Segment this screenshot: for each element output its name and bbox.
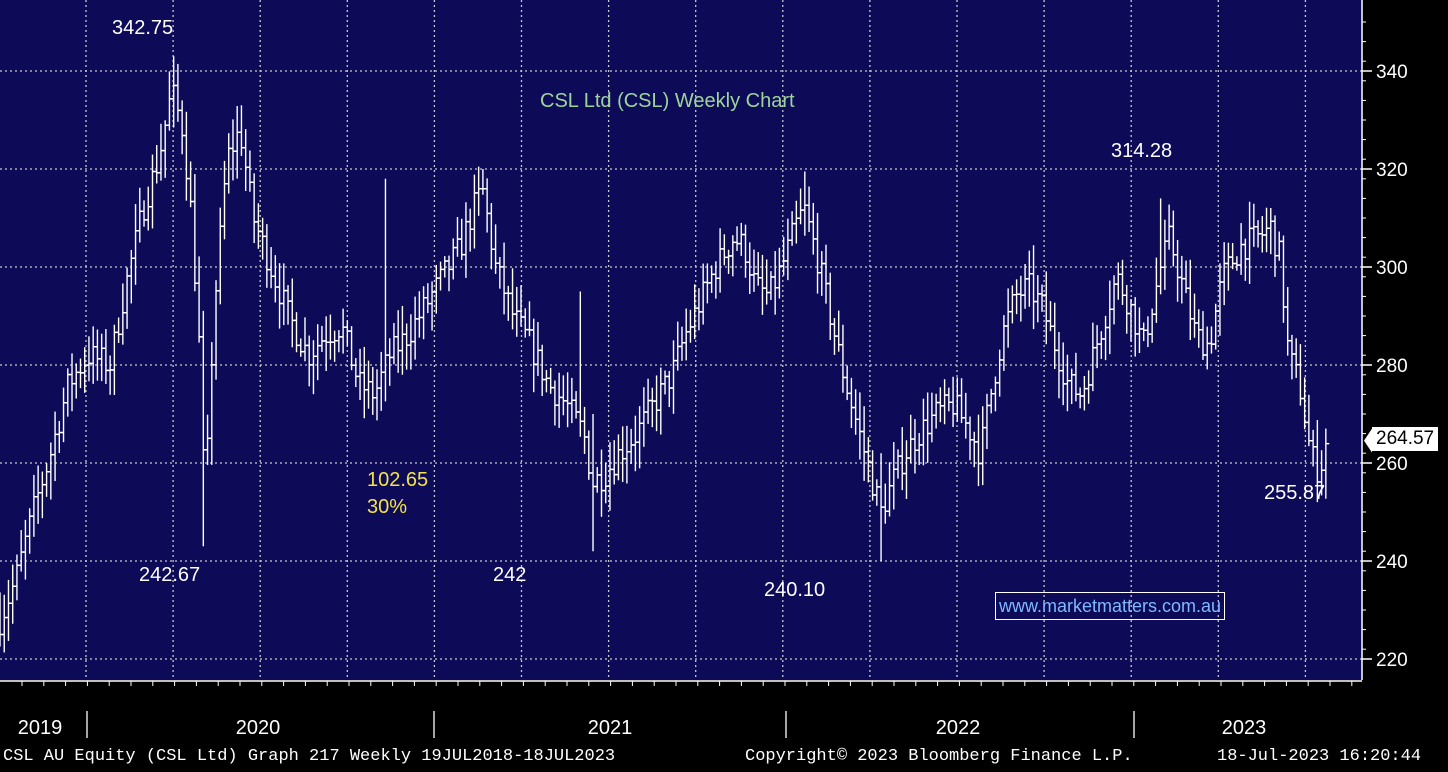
- annotation-range-percent: 30%: [367, 496, 408, 518]
- y-tick-label: 340: [1376, 62, 1408, 83]
- price-chart: 220 240 260 280 300 320 340 2019 2020 2021 2022 202…: [0, 0, 1408, 739]
- y-tick-label: 280: [1376, 356, 1408, 377]
- y-tick-label: 260: [1376, 454, 1408, 475]
- annotation-low-2022: 240.10: [764, 579, 826, 601]
- watermark-link[interactable]: www.marketmatters.com.au: [995, 592, 1226, 620]
- x-year-label: 2022: [936, 717, 981, 739]
- annotation-range-points: 102.65: [367, 469, 429, 491]
- footer-bar: CSL AU Equity (CSL Ltd) Graph 217 Weekly…: [0, 743, 1448, 772]
- last-price-badge: 264.57: [1372, 427, 1439, 451]
- x-year-label: 2020: [236, 717, 281, 739]
- last-price-pointer: [1364, 428, 1372, 453]
- footer-timestamp: 18-Jul-2023 16:20:44: [1217, 747, 1422, 766]
- annotation-low-2020: 242.67: [139, 564, 201, 586]
- footer-copyright: Copyright© 2023 Bloomberg Finance L.P.: [745, 747, 1133, 766]
- y-tick-label: 300: [1376, 258, 1408, 279]
- annotation-low-2021: 242: [493, 564, 527, 586]
- annotation-high-2019: 342.75: [112, 17, 174, 39]
- ohlc-bar: [1322, 428, 1330, 499]
- y-tick-label: 320: [1376, 160, 1408, 181]
- x-year-label: 2019: [18, 717, 63, 739]
- footer-security-info: CSL AU Equity (CSL Ltd) Graph 217 Weekly…: [3, 747, 616, 766]
- x-year-label: 2023: [1222, 717, 1267, 739]
- annotation-recent-low: 255.87: [1264, 482, 1326, 504]
- chart-title: CSL Ltd (CSL) Weekly Chart: [540, 90, 795, 112]
- y-tick-label: 220: [1376, 650, 1408, 671]
- y-tick-label: 240: [1376, 552, 1408, 573]
- x-year-label: 2021: [588, 717, 633, 739]
- annotation-high-2023: 314.28: [1111, 140, 1173, 162]
